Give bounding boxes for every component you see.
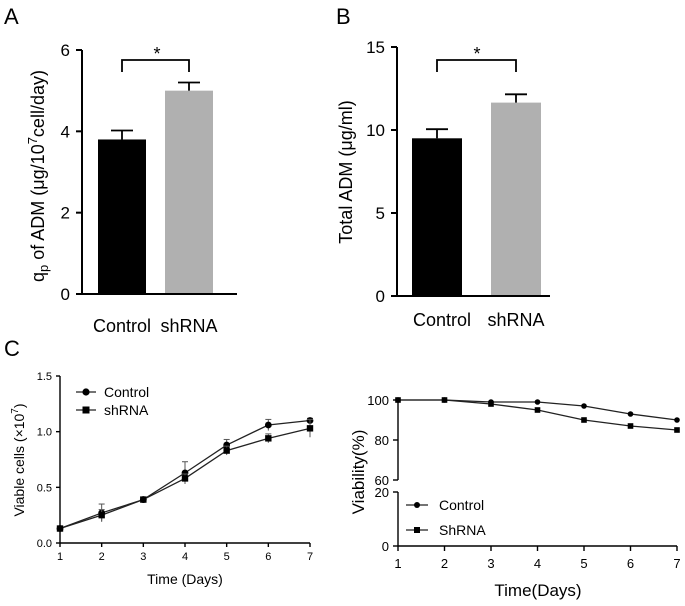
- chart-c2-legend: Control ShRNA: [406, 497, 486, 538]
- chart-b-category-control: Control: [413, 310, 471, 330]
- y-tick-label: 20: [375, 485, 389, 500]
- chart-c1-x-ticks: 1 2 3 4 5 6 7: [57, 543, 313, 563]
- x-tick-label: 5: [224, 551, 230, 563]
- chart-c1-series: [56, 417, 314, 532]
- legend-marker-square-icon: [82, 406, 90, 414]
- data-point: [140, 496, 147, 503]
- data-point: [223, 447, 230, 454]
- chart-a-y-ticks: 0 2 4 6: [61, 41, 82, 304]
- bar-control: [412, 138, 462, 296]
- x-tick-label: 1: [57, 551, 63, 563]
- y-tick-label: 15: [366, 38, 385, 57]
- y-tick-label: 100: [367, 393, 389, 408]
- y-tick-label: 4: [61, 122, 70, 141]
- y-tick-label: 2: [61, 204, 70, 223]
- chart-c1: 0.0 0.5 1.0 1.5 1 2 3 4 5 6 7 Time (Days) Viable …: [10, 371, 314, 587]
- chart-b: 0 5 10 15 Control shRNA Total ADM (μg/ml) *: [336, 38, 550, 330]
- chart-b-significance-star: *: [473, 44, 480, 64]
- chart-b-bars: [412, 93, 541, 296]
- chart-c1-x-label: Time (Days): [147, 571, 223, 587]
- panel-label-a: A: [4, 4, 19, 29]
- data-point: [581, 417, 587, 423]
- chart-a-significance-bracket: [121, 59, 190, 72]
- chart-c1-legend: Control shRNA: [76, 384, 149, 418]
- y-tick-label: 0: [382, 539, 389, 554]
- data-point: [674, 427, 680, 433]
- chart-a-category-shrna: shRNA: [160, 316, 217, 336]
- chart-c2-legend-shrna: ShRNA: [439, 522, 486, 538]
- data-point: [264, 421, 272, 429]
- chart-c2: 60 80 100 0 20 1 2 3 4 5 6 7 Time(Days) Viability(…: [349, 393, 681, 600]
- y-tick-label: 10: [366, 121, 385, 140]
- y-tick-label: 0.5: [37, 482, 52, 494]
- data-point: [265, 435, 272, 442]
- x-tick-label: 2: [441, 556, 448, 571]
- x-tick-label: 6: [265, 551, 271, 563]
- data-point: [98, 511, 105, 519]
- x-tick-label: 3: [140, 551, 146, 563]
- chart-c1-legend-control: Control: [104, 384, 149, 400]
- chart-c1-y-label: Viable cells (×107): [10, 403, 27, 516]
- legend-marker-circle-icon: [82, 388, 90, 396]
- bar-shrna: [491, 102, 541, 296]
- data-point: [488, 401, 494, 407]
- bar-control: [98, 139, 146, 294]
- x-tick-label: 5: [580, 556, 587, 571]
- data-point: [306, 425, 314, 432]
- x-tick-label: 3: [487, 556, 494, 571]
- data-point: [674, 417, 680, 423]
- chart-c2-x-ticks: 1 2 3 4 5 6 7: [394, 546, 681, 571]
- x-tick-label: 4: [182, 551, 188, 563]
- chart-c2-series: [395, 397, 680, 433]
- data-point: [627, 423, 634, 429]
- bar-shrna: [165, 90, 213, 295]
- data-point: [181, 475, 189, 482]
- chart-c2-y-label: Viability(%): [349, 430, 368, 515]
- data-point: [223, 441, 231, 449]
- y-tick-label: 0: [61, 285, 70, 304]
- data-point: [534, 407, 541, 413]
- chart-b-y-label: Total ADM (μg/ml): [336, 100, 356, 243]
- x-tick-label: 6: [627, 556, 634, 571]
- panel-label-b: B: [336, 4, 351, 29]
- y-tick-label: 60: [375, 473, 389, 488]
- y-tick-label: 1.0: [37, 427, 52, 439]
- y-tick-label: 0.0: [37, 538, 52, 550]
- legend-marker-circle-icon: [414, 502, 420, 508]
- chart-a-category-control: Control: [93, 316, 151, 336]
- chart-c2-x-label: Time(Days): [494, 581, 581, 600]
- chart-c2-legend-control: Control: [439, 497, 484, 513]
- data-point: [581, 403, 587, 409]
- x-tick-label: 7: [673, 556, 680, 571]
- y-tick-label: 6: [61, 41, 70, 60]
- x-tick-label: 7: [307, 551, 313, 563]
- data-point: [441, 397, 448, 403]
- x-tick-label: 2: [99, 551, 105, 563]
- y-tick-label: 1.5: [37, 371, 52, 383]
- data-point: [181, 469, 189, 477]
- chart-b-category-shrna: shRNA: [487, 310, 544, 330]
- chart-b-significance-bracket: [436, 59, 517, 72]
- panel-label-c: C: [4, 336, 20, 361]
- chart-b-y-ticks: 0 5 10 15: [366, 38, 397, 306]
- chart-c1-y-ticks: 0.0 0.5 1.0 1.5: [37, 371, 60, 550]
- y-tick-label: 80: [375, 433, 389, 448]
- chart-c2-y-ticks: 60 80 100 0 20: [367, 393, 398, 554]
- x-tick-label: 4: [534, 556, 541, 571]
- y-tick-label: 5: [376, 204, 385, 223]
- chart-a-y-label: qp of ADM (μg/107cell/day): [25, 70, 51, 282]
- chart-a-significance-star: *: [153, 44, 160, 64]
- x-tick-label: 1: [394, 556, 401, 571]
- chart-c1-legend-shrna: shRNA: [104, 402, 149, 418]
- chart-a-bars: [98, 81, 213, 295]
- data-point: [627, 411, 634, 417]
- y-tick-label: 0: [376, 287, 385, 306]
- chart-a: 0 2 4 6 Control shRNA qp of ADM (μg/107cell…: [25, 41, 237, 336]
- data-point: [534, 399, 541, 405]
- legend-marker-square-icon: [414, 527, 420, 533]
